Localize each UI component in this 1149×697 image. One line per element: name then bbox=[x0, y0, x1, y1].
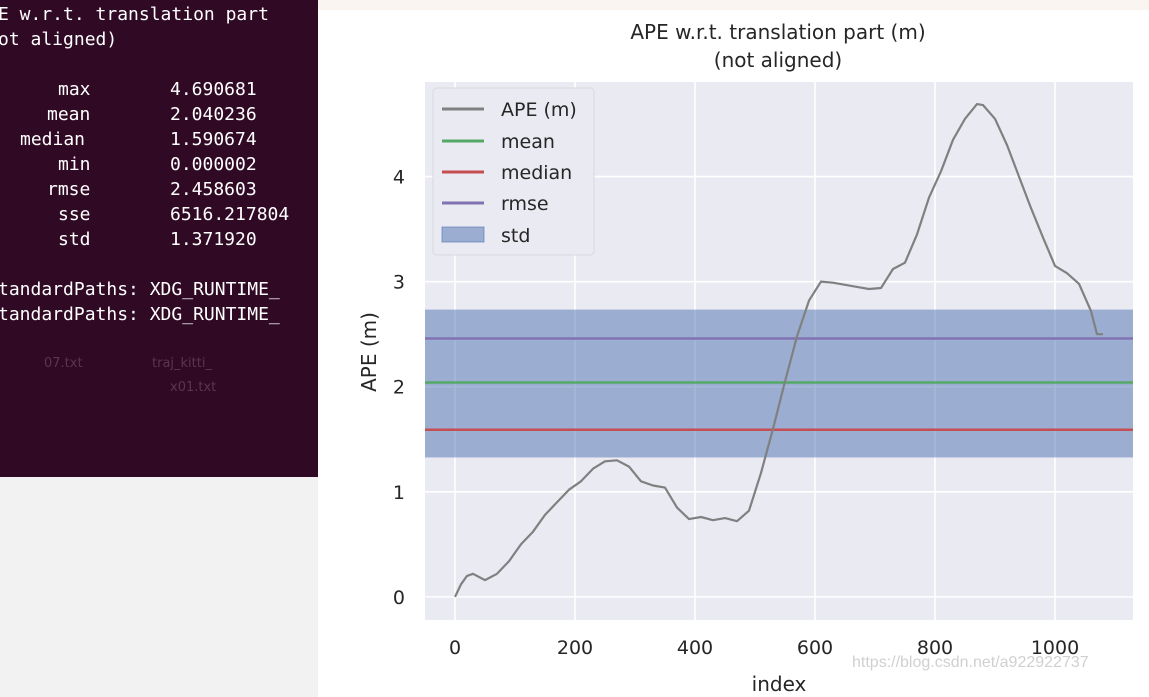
stat-value-std: 1.371920 bbox=[170, 229, 257, 250]
stat-value-sse: 6516.217804 bbox=[170, 204, 290, 225]
x-tick-label: 800 bbox=[917, 637, 953, 659]
x-tick-label: 600 bbox=[797, 637, 833, 659]
stat-label-mean: mean bbox=[47, 104, 91, 125]
stat-label-max: max bbox=[58, 79, 91, 100]
stat-label-rmse: rmse bbox=[47, 179, 91, 200]
desktop-background bbox=[0, 477, 318, 697]
stat-label-median: median bbox=[20, 129, 86, 150]
legend-label-ape: APE (m) bbox=[501, 99, 577, 121]
stat-value-mean: 2.040236 bbox=[170, 104, 257, 125]
desktop-file-label: x01.txt bbox=[170, 380, 217, 395]
legend-label-std: std bbox=[501, 225, 530, 247]
y-tick-label: 1 bbox=[393, 482, 405, 504]
desktop-file-label: 07.txt bbox=[44, 356, 83, 371]
x-tick-label: 400 bbox=[677, 637, 713, 659]
stat-value-max: 4.690681 bbox=[170, 79, 257, 100]
terminal-heading-line-1: E w.r.t. translation part bbox=[0, 4, 269, 25]
x-tick-label: 1000 bbox=[1031, 637, 1079, 659]
stat-label-min: min bbox=[58, 154, 91, 175]
x-axis-label: index bbox=[752, 672, 807, 696]
chart-title: APE w.r.t. translation part (m) bbox=[630, 20, 925, 44]
terminal-warning-line: tandardPaths: XDG_RUNTIME_ bbox=[0, 279, 280, 300]
stat-lines-layer bbox=[425, 337, 1133, 431]
y-tick-label: 0 bbox=[393, 587, 405, 609]
chart-subtitle: (not aligned) bbox=[714, 48, 842, 72]
stat-value-min: 0.000002 bbox=[170, 154, 257, 175]
y-tick-label: 3 bbox=[393, 272, 405, 294]
legend-label-median: median bbox=[501, 162, 572, 184]
stat-value-rmse: 2.458603 bbox=[170, 179, 257, 200]
y-tick-label: 4 bbox=[393, 167, 405, 189]
terminal-window[interactable]: E w.r.t. translation part ot aligned) 07… bbox=[0, 0, 318, 477]
stat-value-median: 1.590674 bbox=[170, 129, 257, 150]
legend: APE (m) mean median rmse std bbox=[432, 87, 595, 256]
stat-label-sse: sse bbox=[58, 204, 91, 225]
stat-label-std: std bbox=[58, 229, 91, 250]
ape-series-line bbox=[454, 103, 1103, 598]
series-layer bbox=[454, 103, 1103, 598]
ape-chart: APE w.r.t. translation part (m) (not ali… bbox=[357, 20, 1133, 696]
plot-window[interactable]: APE w.r.t. translation part (m) (not ali… bbox=[318, 0, 1149, 697]
terminal-heading-line-2: ot aligned) bbox=[0, 29, 118, 50]
plot-window-titlebar bbox=[318, 0, 1149, 10]
tick-labels: 0 200 400 600 800 1000 0 1 2 3 4 bbox=[393, 167, 1079, 659]
y-tick-label: 2 bbox=[393, 377, 405, 399]
legend-label-rmse: rmse bbox=[501, 193, 549, 215]
desktop-file-label: traj_kitti_ bbox=[152, 356, 212, 371]
y-axis-label: APE (m) bbox=[357, 312, 381, 392]
x-tick-label: 0 bbox=[449, 637, 461, 659]
watermark: https://blog.csdn.net/a922922737 bbox=[852, 654, 1089, 671]
x-tick-label: 200 bbox=[557, 637, 593, 659]
legend-label-mean: mean bbox=[501, 131, 555, 153]
legend-box bbox=[432, 87, 595, 256]
legend-swatch-std bbox=[441, 226, 485, 243]
terminal-warning-line: tandardPaths: XDG_RUNTIME_ bbox=[0, 304, 280, 325]
